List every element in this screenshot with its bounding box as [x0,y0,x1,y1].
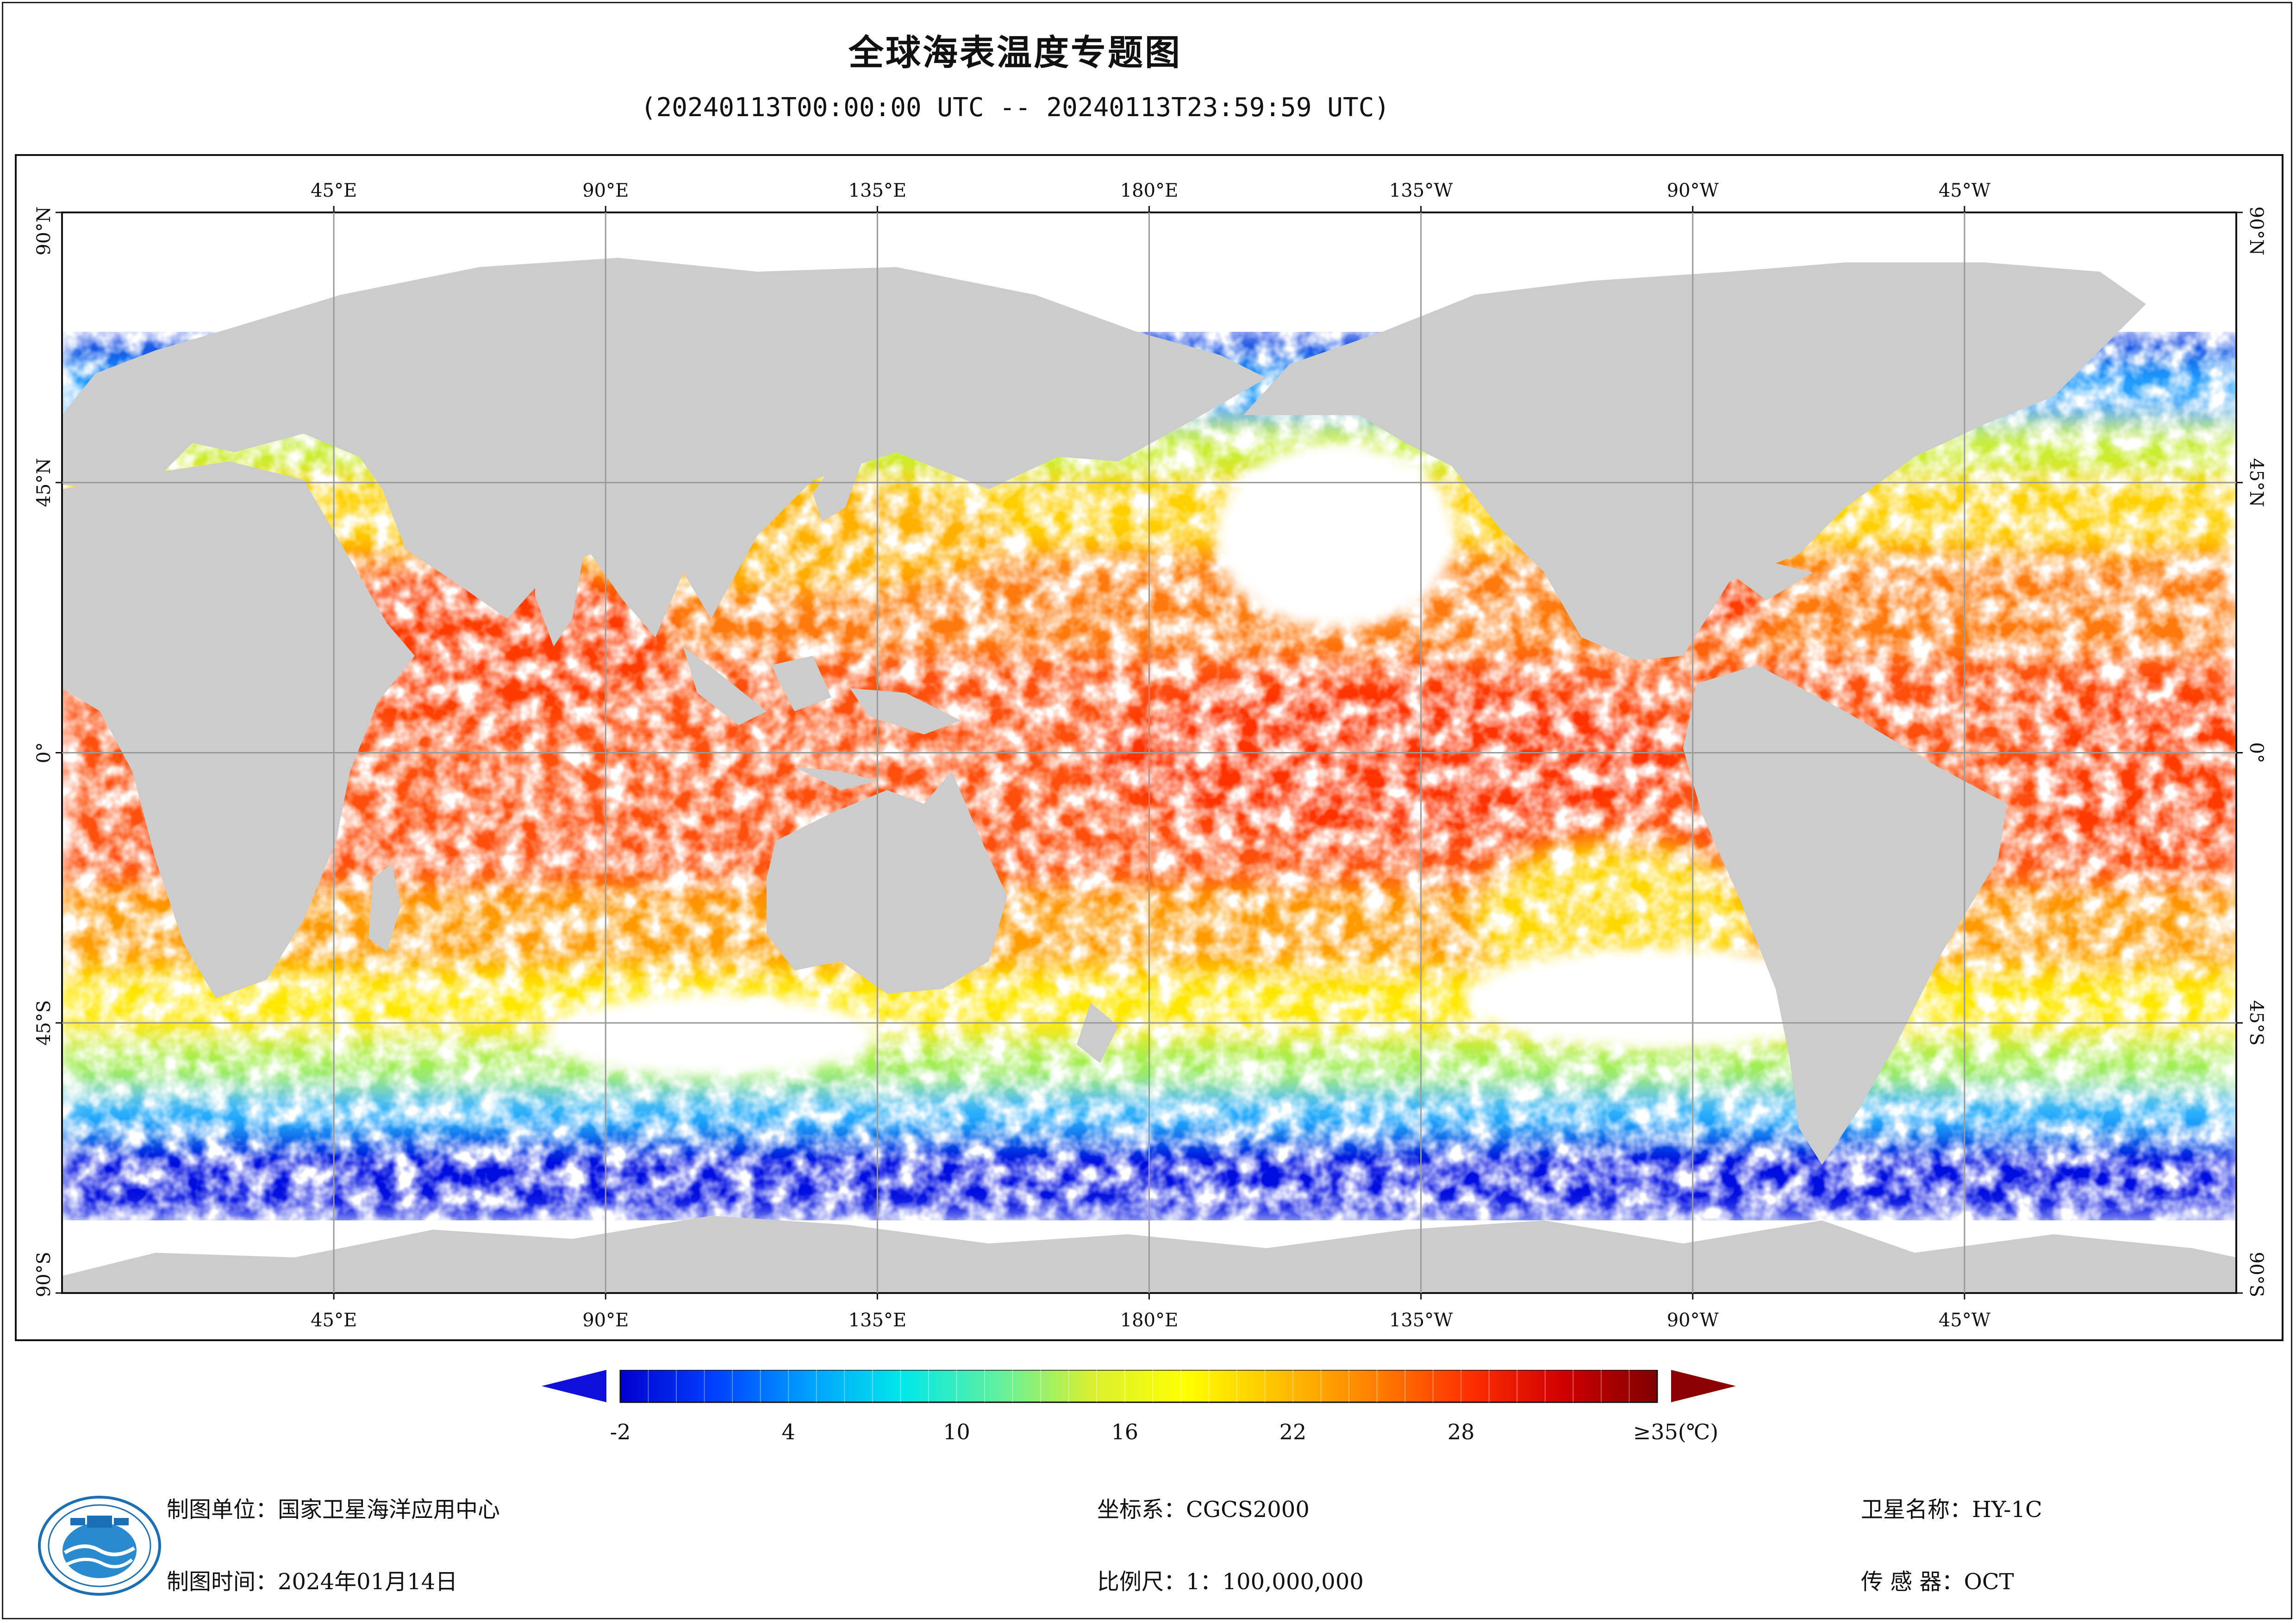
colorbar-tick-label: 4 [782,1419,795,1444]
footer-scale-label: 比例尺： [1097,1569,1186,1595]
lon-label-top: 135°E [849,180,907,201]
footer-sensor-label: 传 感 器： [1861,1569,1964,1595]
footer-sensor: 传 感 器：OCT [1861,1563,2014,1596]
map-frame: 45°E 45°E 90°E 90°E 135°E 135°E 180°E 180°E 135°… [15,154,2284,1341]
lon-label-bottom: 135°W [1389,1310,1453,1331]
lat-label-left: 45°N [33,458,55,507]
lat-label-right: 0° [2246,742,2267,763]
colorbar-tick-label: 16 [1111,1419,1138,1444]
lat-label-right: 45°S [2246,1000,2267,1045]
lon-label-top: 90°W [1667,180,1719,201]
lat-label-left: 0° [33,742,55,763]
footer-unit-value: 国家卫星海洋应用中心 [278,1497,500,1523]
lat-label-right: 90°N [2246,206,2267,255]
colorbar-tick-labels: -2 4 10 16 22 28 ≥35(℃) [610,1419,1719,1444]
footer-satellite: 卫星名称：HY-1C [1861,1491,2042,1524]
map-title: 全球海表温度专题图 [849,32,1182,73]
footer-satellite-value: HY-1C [1972,1497,2042,1523]
graticule-labels: 45°E 45°E 90°E 90°E 135°E 135°E 180°E 180°E 135°… [33,180,2267,1331]
colorbar-tick-label: 22 [1279,1419,1307,1444]
colorbar-tick-label: -2 [610,1419,631,1444]
lat-label-right: 90°S [2246,1252,2267,1297]
lon-label-bottom: 45°E [311,1310,357,1331]
footer-crs: 坐标系：CGCS2000 [1097,1491,1310,1524]
lon-label-top: 90°E [582,180,629,201]
footer-sensor-value: OCT [1964,1569,2014,1595]
colorbar-under-arrow [542,1370,606,1402]
footer-scale: 比例尺：1：100,000,000 [1097,1563,1364,1596]
colorbar-tick-label: 10 [943,1419,970,1444]
footer-crs-label: 坐标系： [1097,1497,1186,1523]
lon-label-top: 180°E [1120,180,1179,201]
lat-label-right: 45°N [2246,458,2267,507]
colorbar-tick-label: ≥35(℃) [1633,1419,1718,1444]
colorbar-over-arrow [1671,1370,1736,1402]
footer-scale-value: 1：100,000,000 [1186,1569,1364,1595]
lon-label-bottom: 180°E [1120,1310,1179,1331]
lon-label-top: 45°E [311,180,357,201]
lon-label-bottom: 135°E [849,1310,907,1331]
colorbar-tick-label: 28 [1447,1419,1475,1444]
nsoas-logo-icon [38,1496,161,1596]
time-range: (20240113T00:00:00 UTC -- 20240113T23:59… [640,93,1390,123]
colorbar: -2 4 10 16 22 28 ≥35(℃) [542,1369,1745,1455]
footer-unit: 制图单位：国家卫星海洋应用中心 [167,1491,500,1524]
lon-label-bottom: 90°E [582,1310,629,1331]
sst-map[interactable]: 45°E 45°E 90°E 90°E 135°E 135°E 180°E 180°E 135°… [17,156,2282,1339]
lon-label-bottom: 45°W [1939,1310,1990,1331]
graticule [56,206,2243,1300]
footer-time-value: 2024年01月14日 [278,1569,458,1595]
footer-satellite-label: 卫星名称： [1861,1497,1972,1523]
colorbar-segments [648,1370,1630,1402]
lat-label-left: 90°N [33,206,55,255]
colorbar-gradient [619,1369,1658,1403]
lat-label-left: 90°S [33,1252,55,1297]
lon-label-top: 45°W [1939,180,1990,201]
footer-time: 制图时间：2024年01月14日 [167,1563,457,1596]
footer-crs-value: CGCS2000 [1186,1497,1310,1523]
lon-label-bottom: 90°W [1667,1310,1719,1331]
lat-label-left: 45°S [33,1000,55,1045]
footer-unit-label: 制图单位： [167,1497,278,1523]
lon-label-top: 135°W [1389,180,1453,201]
footer-time-label: 制图时间： [167,1569,278,1595]
